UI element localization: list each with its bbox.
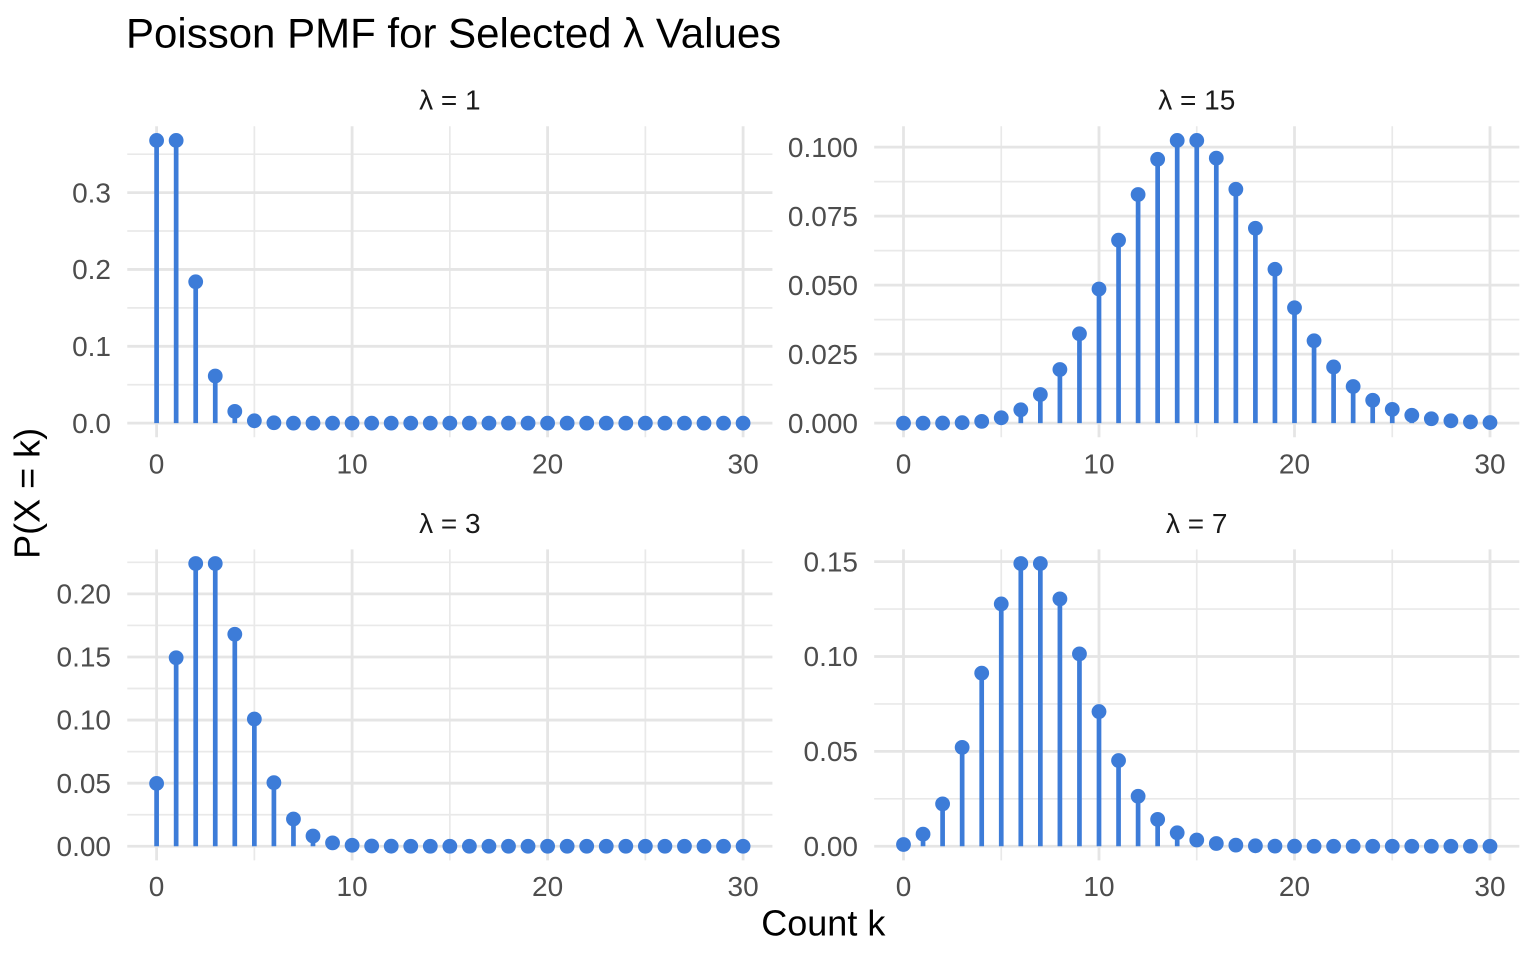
svg-text:0.20: 0.20 [57,579,112,610]
svg-text:λ = 7: λ = 7 [1166,508,1227,539]
svg-text:10: 10 [337,449,368,480]
svg-text:20: 20 [1279,449,1310,480]
svg-text:10: 10 [337,871,368,902]
svg-text:0.05: 0.05 [57,768,112,799]
svg-text:0.050: 0.050 [788,270,858,301]
svg-text:0: 0 [896,449,912,480]
svg-text:0.00: 0.00 [57,831,112,862]
svg-text:0.100: 0.100 [788,132,858,163]
svg-text:20: 20 [532,871,563,902]
svg-text:0.00: 0.00 [804,831,859,862]
svg-text:0: 0 [149,449,165,480]
svg-text:λ = 3: λ = 3 [419,508,480,539]
svg-text:0: 0 [149,871,165,902]
svg-text:30: 30 [1474,871,1505,902]
svg-text:λ = 15: λ = 15 [1158,85,1235,116]
svg-text:10: 10 [1083,449,1114,480]
svg-text:0.0: 0.0 [72,408,111,439]
svg-text:P(X = k): P(X = k) [7,428,48,559]
svg-text:0.000: 0.000 [788,408,858,439]
svg-text:20: 20 [1279,871,1310,902]
svg-text:0.10: 0.10 [57,705,112,736]
svg-text:0.025: 0.025 [788,339,858,370]
svg-text:30: 30 [728,871,759,902]
svg-text:0.3: 0.3 [72,177,111,208]
svg-text:λ = 1: λ = 1 [419,85,480,116]
svg-text:0: 0 [896,871,912,902]
svg-text:30: 30 [728,449,759,480]
svg-text:30: 30 [1474,449,1505,480]
svg-text:Poisson PMF for Selected λ Val: Poisson PMF for Selected λ Values [126,10,781,57]
svg-text:20: 20 [532,449,563,480]
svg-text:0.2: 0.2 [72,254,111,285]
svg-text:Count k: Count k [761,902,886,943]
svg-text:0.10: 0.10 [804,641,859,672]
svg-text:0.1: 0.1 [72,331,111,362]
svg-text:10: 10 [1083,871,1114,902]
svg-text:0.075: 0.075 [788,201,858,232]
svg-text:0.15: 0.15 [804,546,859,577]
svg-text:0.15: 0.15 [57,642,112,673]
svg-text:0.05: 0.05 [804,736,859,767]
